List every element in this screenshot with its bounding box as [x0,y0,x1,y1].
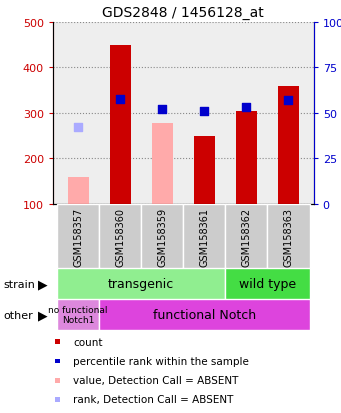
Text: GSM158359: GSM158359 [157,208,167,267]
Text: no functional
Notch1: no functional Notch1 [48,305,108,325]
Text: percentile rank within the sample: percentile rank within the sample [73,356,249,366]
Bar [57,204,99,268]
Text: transgenic: transgenic [108,278,174,290]
Text: GSM158360: GSM158360 [115,208,125,266]
Point [75,124,81,131]
Text: wild type: wild type [239,278,296,290]
Bar [183,204,225,268]
Bar [152,123,173,204]
Text: GSM158363: GSM158363 [283,208,294,266]
Text: ▶: ▶ [38,309,47,321]
Point [202,108,207,114]
Title: GDS2848 / 1456128_at: GDS2848 / 1456128_at [102,6,264,20]
Bar [225,268,310,299]
Text: rank, Detection Call = ABSENT: rank, Detection Call = ABSENT [73,394,234,404]
Point [117,97,123,103]
Point [160,107,165,113]
Bar [57,268,225,299]
Text: value, Detection Call = ABSENT: value, Detection Call = ABSENT [73,375,239,385]
Bar [99,204,141,268]
Text: strain: strain [3,279,35,289]
Bar [278,86,299,204]
Point [286,97,291,104]
Bar [141,204,183,268]
Bar [68,177,89,204]
Text: other: other [3,310,33,320]
Bar [236,111,257,204]
Bar [267,204,310,268]
Text: functional Notch: functional Notch [153,309,256,321]
Bar [99,299,310,330]
Bar [57,299,99,330]
Bar [194,136,215,204]
Text: GSM158362: GSM158362 [241,208,251,267]
Text: GSM158361: GSM158361 [199,208,209,266]
Bar [225,204,267,268]
Text: count: count [73,337,103,347]
Text: GSM158357: GSM158357 [73,208,83,267]
Bar [110,45,131,204]
Text: ▶: ▶ [38,278,47,290]
Point [244,105,249,112]
